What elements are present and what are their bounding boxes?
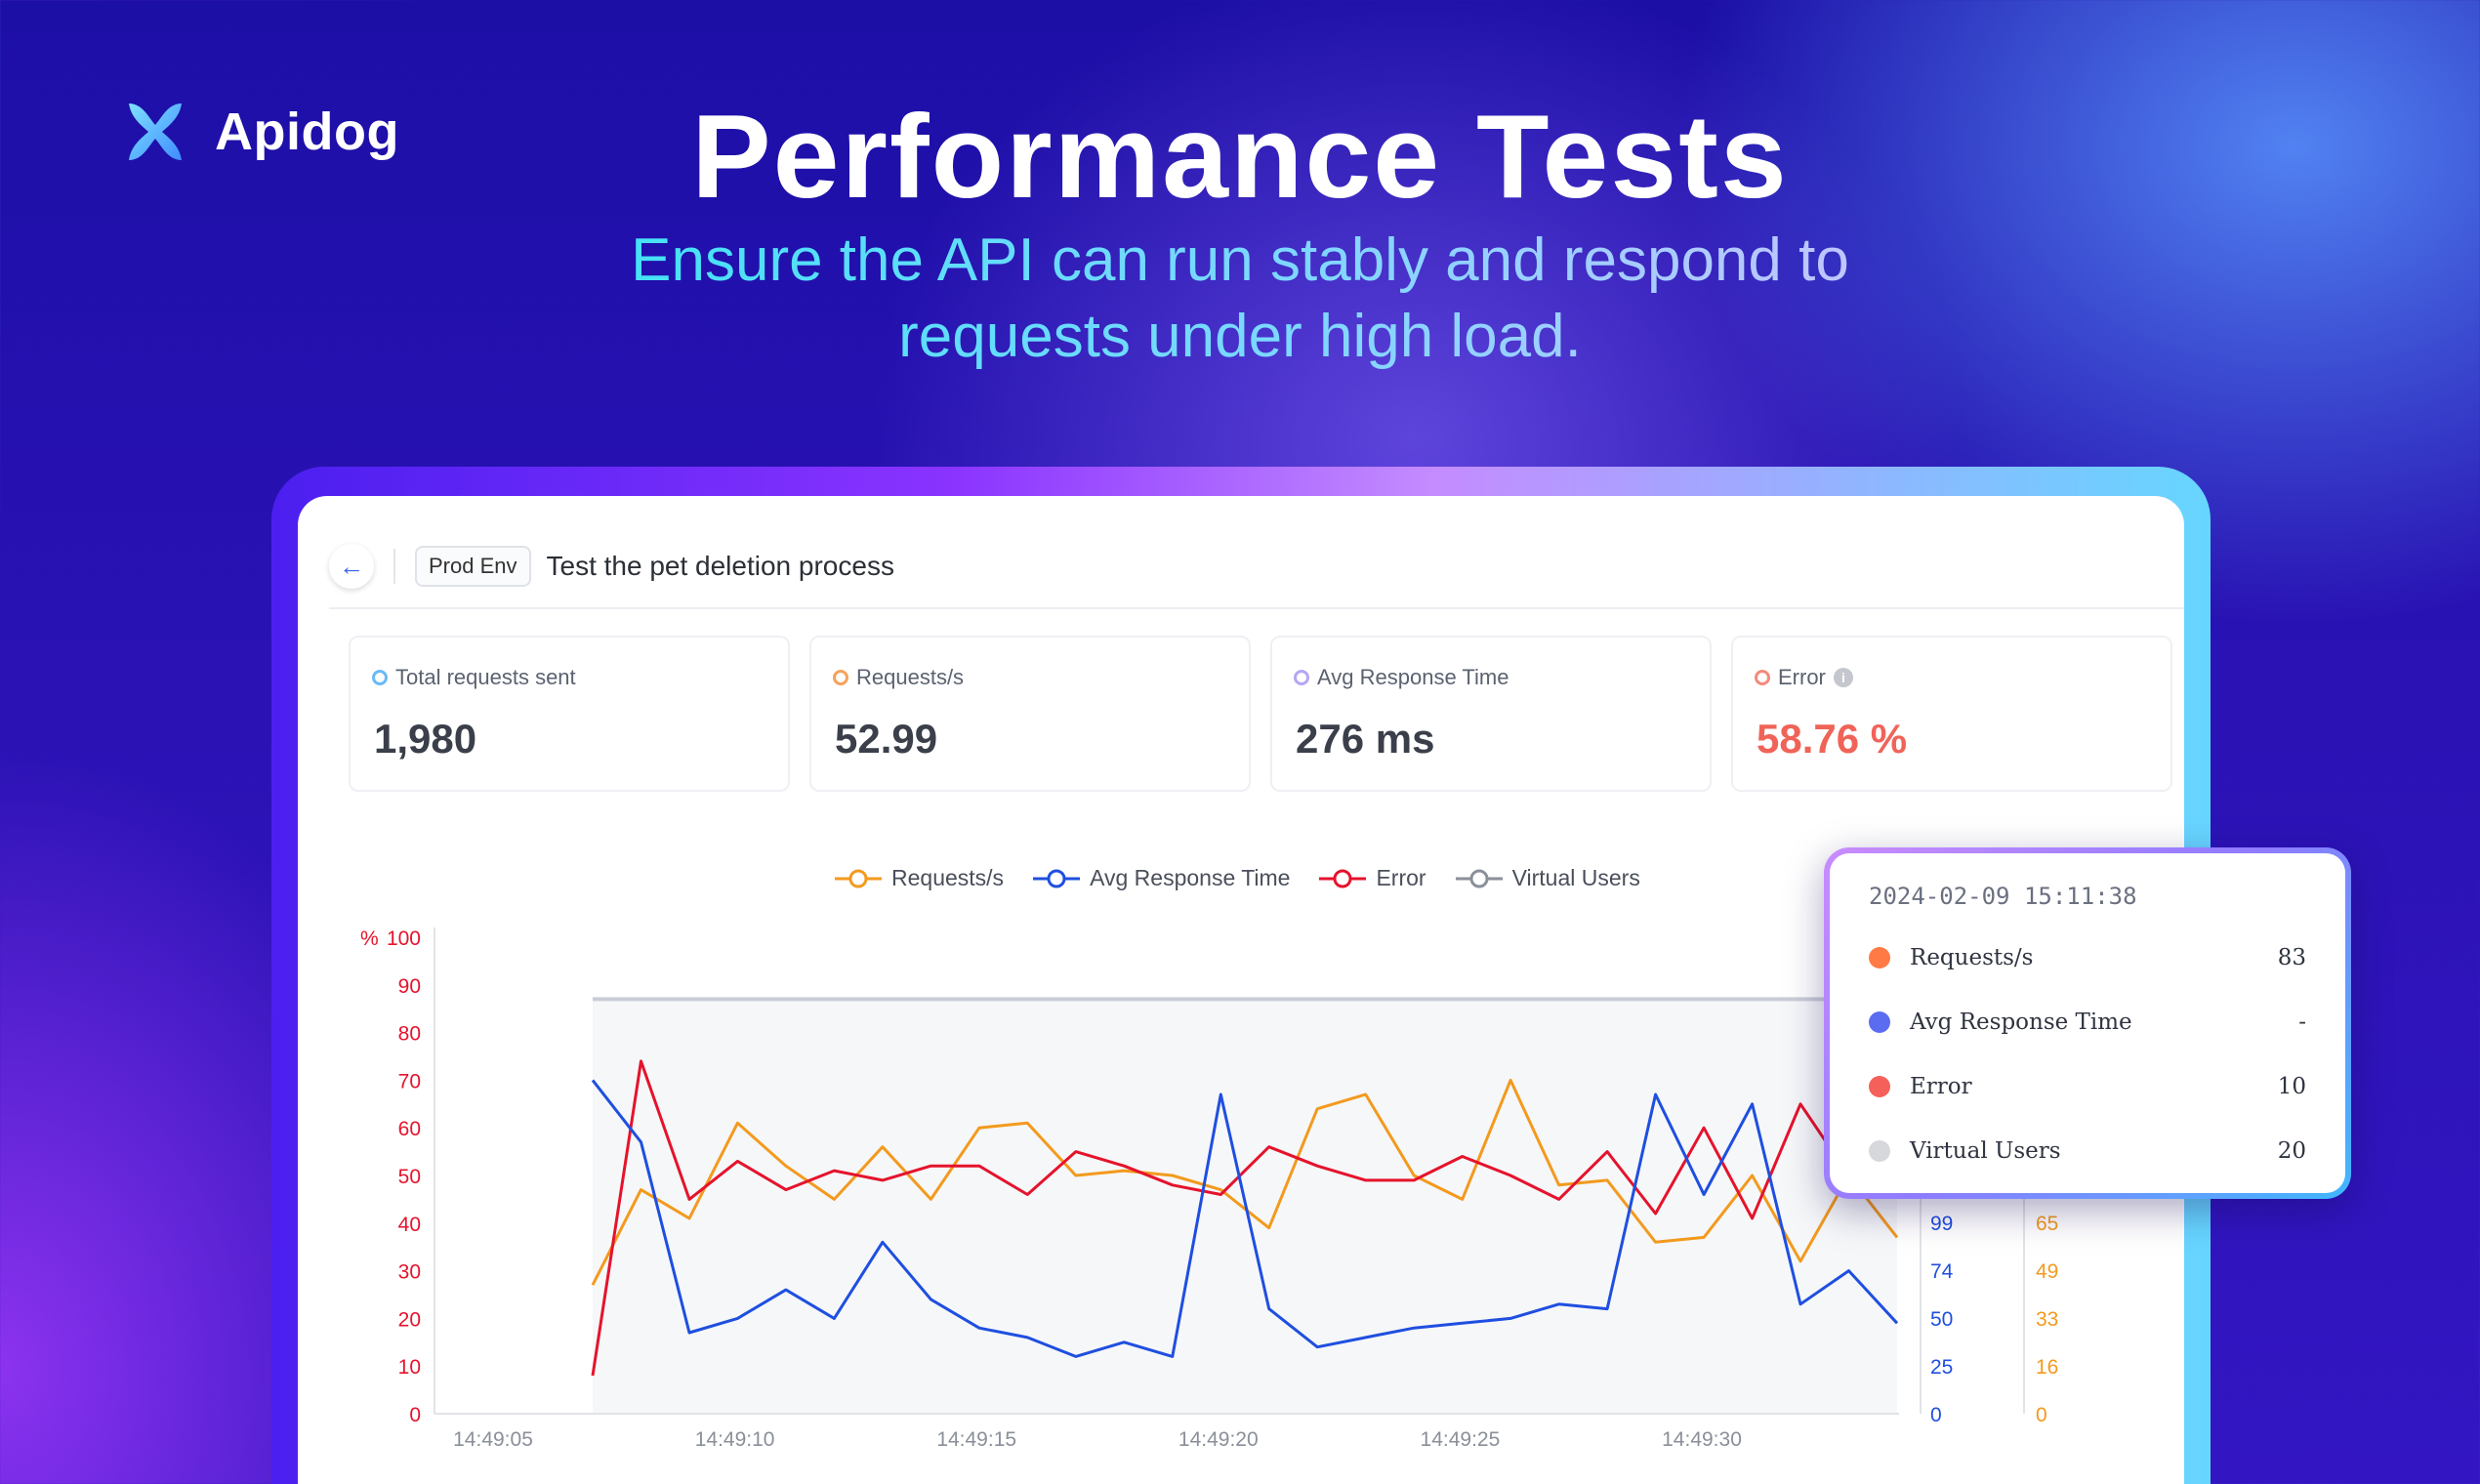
stat-value: 276 ms [1296, 716, 1435, 762]
y-right2-tick-label: 16 [2036, 1356, 2058, 1379]
y-tick-label: 100 [387, 928, 421, 950]
y-right2-tick-label: 49 [2036, 1260, 2058, 1283]
header-divider [393, 549, 395, 584]
status-dot-icon [833, 670, 848, 685]
legend-label: Requests/s [891, 865, 1005, 890]
legend-line-circle-icon [1455, 869, 1503, 887]
tooltip-row-requests: Requests/s 83 [1869, 941, 2306, 974]
y-tick-label: 0 [409, 1404, 421, 1426]
y-axis-unit-label: % [360, 928, 379, 950]
y-tick-label: 70 [398, 1070, 421, 1092]
tooltip-timestamp: 2024-02-09 15:11:38 [1869, 883, 2137, 910]
stat-card-requests-per-second: Requests/s 52.99 [809, 636, 1251, 792]
status-dot-icon [1294, 670, 1309, 685]
info-icon[interactable]: i [1833, 668, 1853, 687]
legend-line-circle-icon [1319, 869, 1367, 887]
y-right2-tick-label: 65 [2036, 1213, 2058, 1235]
environment-badge[interactable]: Prod Env [415, 546, 531, 587]
stat-card-total-requests: Total requests sent 1,980 [349, 636, 790, 792]
y-right1-tick-label: 0 [1930, 1404, 1942, 1426]
y-right1-tick-label: 50 [1930, 1308, 1953, 1331]
hero-subtitle: Ensure the API can run stably and respon… [557, 223, 1923, 375]
tooltip-series-value: 10 [2277, 1074, 2306, 1099]
y-right1-tick-label: 99 [1930, 1213, 1953, 1235]
stat-label: Requests/s [856, 665, 965, 689]
y-tick-label: 20 [398, 1308, 421, 1331]
y-right1-tick-label: 25 [1930, 1356, 1953, 1379]
y-right2-tick-label: 33 [2036, 1308, 2058, 1331]
chart-tooltip: 2024-02-09 15:11:38 Requests/s 83 Avg Re… [1824, 847, 2351, 1199]
stat-label: Total requests sent [395, 665, 576, 689]
series-line-error [591, 1059, 1899, 1377]
chart-legend: Requests/s Avg Response Time Error Virtu… [835, 865, 1640, 891]
legend-item-requests[interactable]: Requests/s [835, 865, 1004, 891]
tooltip-series-value: 83 [2277, 945, 2306, 970]
legend-label: Error [1376, 865, 1426, 890]
legend-item-avg-response-time[interactable]: Avg Response Time [1033, 865, 1290, 891]
stat-label: Avg Response Time [1317, 665, 1509, 689]
x-tick-label: 14:49:30 [1662, 1428, 1742, 1451]
stat-value: 52.99 [835, 716, 938, 762]
stat-card-avg-response-time: Avg Response Time 276 ms [1270, 636, 1712, 792]
y-right2-tick-label: 0 [2036, 1404, 2047, 1426]
arrow-left-icon: ← [339, 551, 364, 581]
series-line-requests [591, 1078, 1899, 1286]
apidog-logo[interactable]: Apidog [119, 96, 399, 168]
brand-name: Apidog [215, 103, 399, 161]
stat-label: Error [1778, 665, 1826, 689]
y-tick-label: 60 [398, 1118, 421, 1140]
stat-value: 1,980 [374, 716, 477, 762]
header-divider-line [329, 607, 2184, 609]
performance-line-chart: 1009080706050403020100%99745025065493316… [360, 928, 2058, 1451]
y-tick-label: 30 [398, 1261, 421, 1284]
hero-subtitle-line-2: requests under high load. [898, 303, 1582, 370]
y-tick-label: 40 [398, 1214, 421, 1236]
tooltip-series-value: - [2298, 1010, 2306, 1035]
legend-line-circle-icon [835, 869, 882, 887]
series-line-avg-response-time [591, 1079, 1899, 1358]
legend-item-virtual-users[interactable]: Virtual Users [1455, 865, 1640, 891]
series-swatch-icon [1869, 947, 1890, 969]
tooltip-row-error: Error 10 [1869, 1070, 2306, 1103]
tooltip-series-name: Error [1910, 1074, 1972, 1099]
series-swatch-icon [1869, 1140, 1890, 1162]
x-tick-label: 14:49:25 [1421, 1428, 1501, 1451]
test-title: Test the pet deletion process [546, 551, 894, 581]
series-swatch-icon [1869, 1076, 1890, 1097]
x-tick-label: 14:49:10 [695, 1428, 775, 1451]
legend-item-error[interactable]: Error [1319, 865, 1426, 891]
tooltip-series-name: Virtual Users [1910, 1138, 2061, 1164]
legend-line-circle-icon [1033, 869, 1081, 887]
tooltip-series-name: Requests/s [1910, 945, 2034, 970]
apidog-logo-icon [129, 103, 182, 160]
x-tick-label: 14:49:05 [453, 1428, 533, 1451]
tooltip-series-name: Avg Response Time [1910, 1010, 2132, 1035]
stat-value: 58.76 % [1757, 716, 1908, 762]
status-dot-icon [372, 670, 388, 685]
y-tick-label: 80 [398, 1023, 421, 1046]
legend-label: Virtual Users [1511, 865, 1640, 890]
stat-card-error: Error i 58.76 % [1731, 636, 2172, 792]
x-tick-label: 14:49:20 [1178, 1428, 1259, 1451]
report-header: ← Prod Env Test the pet deletion process [329, 537, 894, 596]
legend-label: Avg Response Time [1090, 865, 1291, 890]
tooltip-series-value: 20 [2277, 1138, 2306, 1164]
y-tick-label: 50 [398, 1166, 421, 1188]
x-tick-label: 14:49:15 [936, 1428, 1016, 1451]
tooltip-row-avg-response-time: Avg Response Time - [1869, 1006, 2306, 1039]
back-button[interactable]: ← [329, 544, 374, 589]
series-swatch-icon [1869, 1011, 1890, 1033]
status-dot-icon [1755, 670, 1770, 685]
tooltip-row-virtual-users: Virtual Users 20 [1869, 1134, 2306, 1168]
hero-title: Performance Tests [691, 90, 1789, 223]
y-right1-tick-label: 74 [1930, 1260, 1954, 1283]
hero-subtitle-line-1: Ensure the API can run stably and respon… [631, 227, 1849, 294]
y-tick-label: 90 [398, 975, 421, 998]
y-tick-label: 10 [398, 1356, 421, 1379]
